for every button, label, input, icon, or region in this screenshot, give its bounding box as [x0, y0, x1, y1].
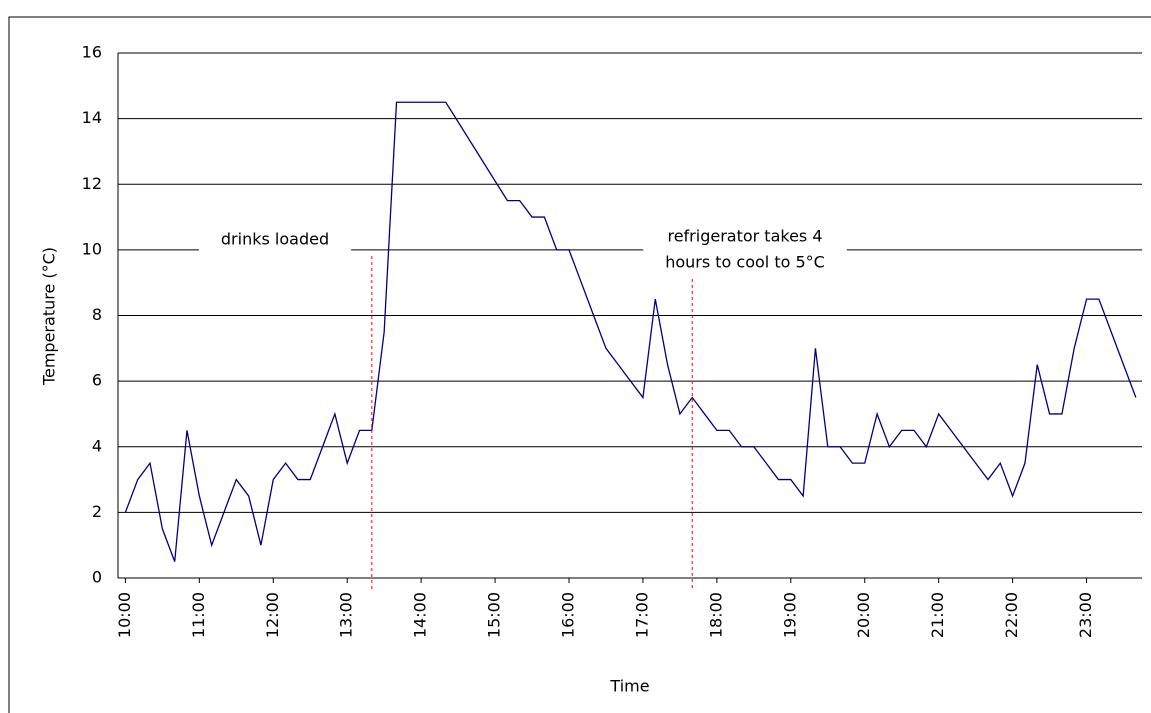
y-tick-label: 12 [82, 174, 102, 193]
x-axis-title: Time [609, 677, 649, 696]
y-axis-title: Temperature (°C) [40, 247, 59, 386]
x-tick-label: 22:00 [1002, 592, 1021, 638]
x-tick-label: 20:00 [854, 592, 873, 638]
annotation-text: hours to cool to 5°C [665, 253, 825, 272]
x-tick-label: 12:00 [263, 592, 282, 638]
x-tick-label: 18:00 [706, 592, 725, 638]
y-tick-label: 2 [92, 502, 102, 521]
y-tick-label: 6 [92, 371, 102, 390]
annotation-text: refrigerator takes 4 [667, 227, 822, 246]
line [124, 101, 1137, 562]
x-tick-label: 23:00 [1076, 592, 1095, 638]
y-tick-label: 10 [82, 239, 102, 258]
x-tick-label: 16:00 [559, 592, 578, 638]
x-tick-label: 17:00 [632, 592, 651, 638]
y-tick-label: 0 [92, 568, 102, 587]
y-tick-label: 4 [92, 436, 102, 455]
x-tick-label: 14:00 [411, 592, 430, 638]
x-tick-label: 19:00 [780, 592, 799, 638]
annotation-background [198, 226, 352, 254]
x-tick-label: 10:00 [115, 592, 134, 638]
x-tick-label: 11:00 [189, 592, 208, 638]
annotation-background [643, 223, 847, 277]
y-tick-label: 16 [82, 43, 102, 62]
y-tick-label: 14 [82, 108, 102, 127]
chart-frame [8, 16, 1151, 713]
x-tick-label: 15:00 [485, 592, 504, 638]
x-tick-label: 21:00 [928, 592, 947, 638]
x-tick-label: 13:00 [337, 592, 356, 638]
y-tick-label: 8 [92, 305, 102, 324]
annotation-text: drinks loaded [221, 230, 329, 249]
